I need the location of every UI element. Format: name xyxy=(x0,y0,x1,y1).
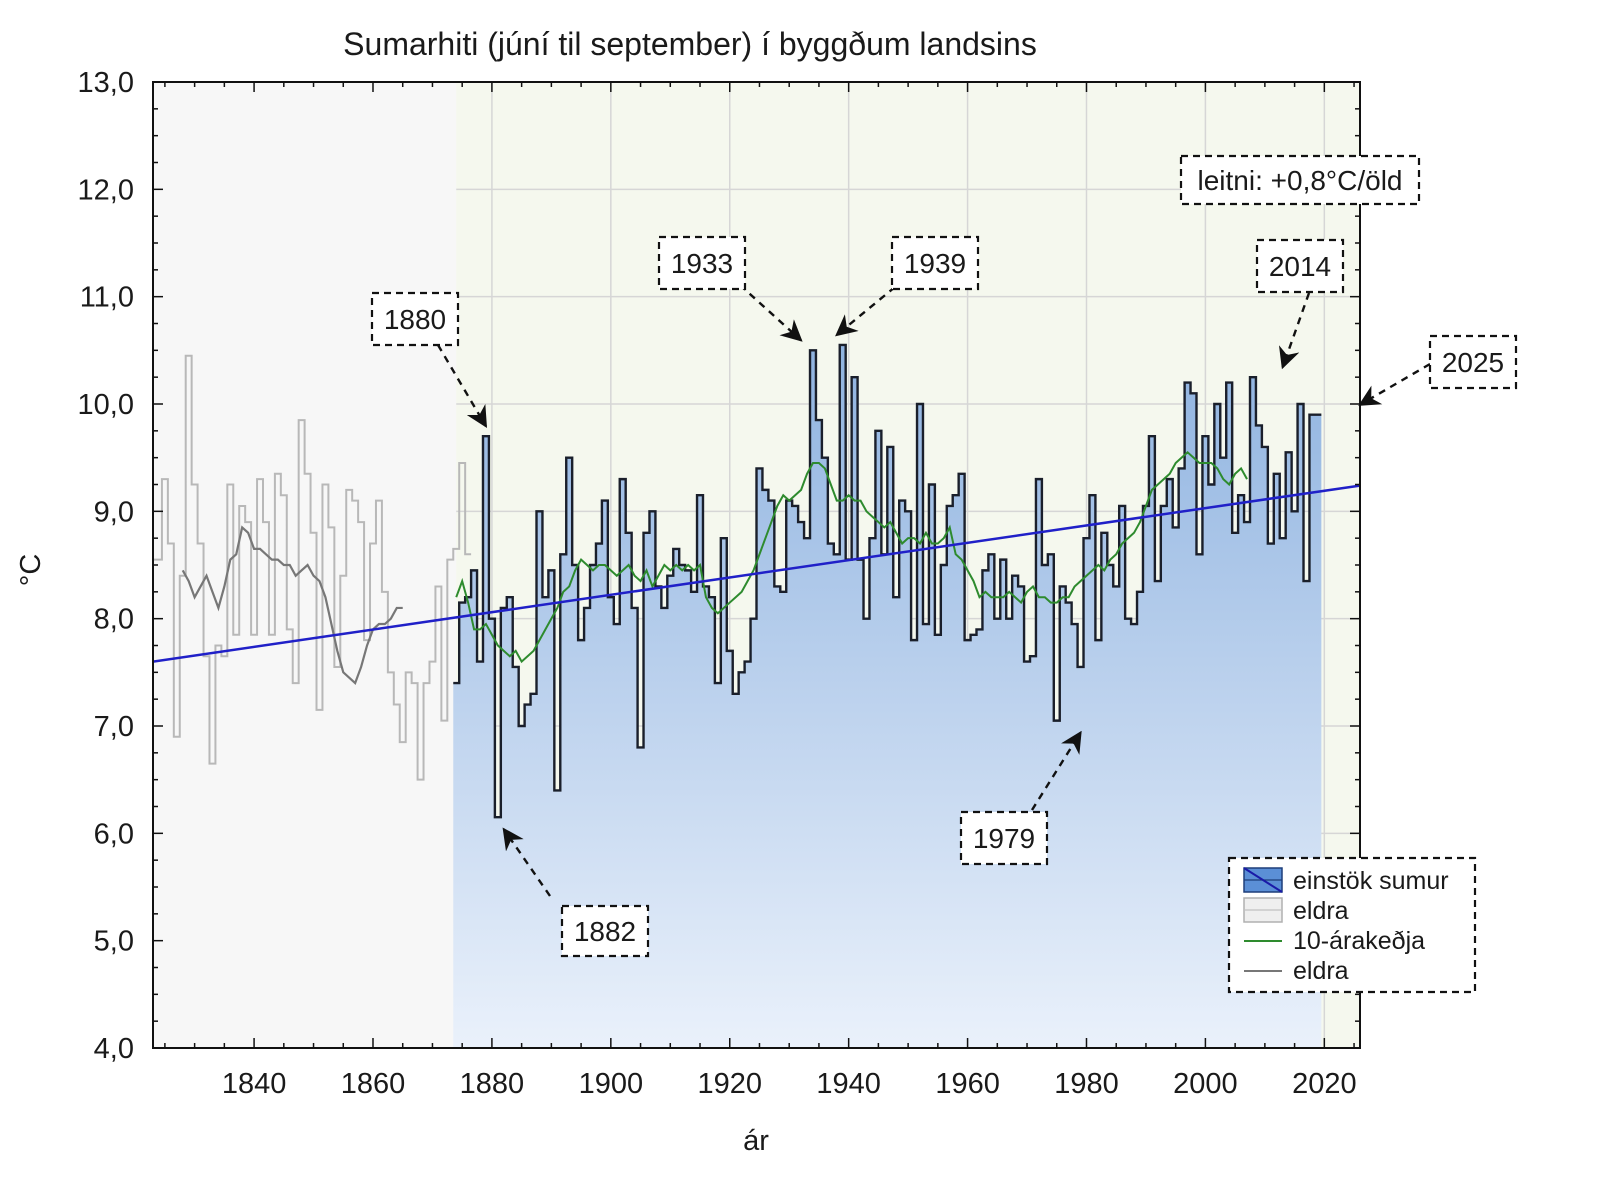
x-tick-label: 1840 xyxy=(222,1068,287,1100)
old-moving-average-line xyxy=(181,525,403,685)
annotation: leitni: +0,8°C/öld xyxy=(1179,154,1421,206)
annotation-label: 2014 xyxy=(1269,251,1331,282)
x-tick-label: 1940 xyxy=(816,1068,881,1100)
x-tick-label: 1920 xyxy=(697,1068,762,1100)
x-tick-labels: 1840 1860 1880 1900 1920 1940 1960 1980 2000 2020 xyxy=(222,1068,1357,1100)
annotation: 1882 xyxy=(502,827,650,958)
old-period-fill xyxy=(153,82,457,1048)
y-tick-label: 11,0 xyxy=(80,282,134,314)
x-tick-label: 1980 xyxy=(1054,1068,1119,1100)
annotation-box xyxy=(1428,334,1518,390)
old-step-line xyxy=(153,354,472,781)
y-tick-label: 4,0 xyxy=(94,1033,134,1065)
annotation-box xyxy=(1255,238,1345,294)
x-tick-label: 2020 xyxy=(1292,1068,1357,1100)
x-tick-label: 1860 xyxy=(341,1068,406,1100)
annotation: 2025 xyxy=(1358,334,1518,406)
x-tick-label: 2000 xyxy=(1173,1068,1238,1100)
y-tick-label: 5,0 xyxy=(94,926,134,958)
y-tick-labels: 4,0 5,0 6,0 7,0 8,0 9,0 10,0 11,0 12,0 13,0 xyxy=(78,67,134,1065)
annotation-label: 1939 xyxy=(904,248,966,279)
x-axis-title: ár xyxy=(743,1125,769,1157)
summer-fill xyxy=(453,344,1322,1048)
y-tick-label: 9,0 xyxy=(94,496,134,528)
annotation-label: 1933 xyxy=(671,248,733,279)
legend-label: eldra xyxy=(1293,957,1349,985)
annotation: 2014 xyxy=(1255,238,1345,370)
y-tick-label: 13,0 xyxy=(78,67,134,99)
legend-swatch-trend xyxy=(1243,867,1283,893)
annotation-box xyxy=(1179,154,1421,206)
y-axis-title: °C xyxy=(15,554,47,587)
annotation-box xyxy=(370,291,460,347)
trend-line xyxy=(153,484,1360,663)
annotation-box xyxy=(959,810,1049,866)
annotation: 1880 xyxy=(370,291,488,429)
annotations: 1880 1882 1933 1939 1979 2014 2025 leitni: +0,8… xyxy=(370,154,1518,958)
annotation-arrow xyxy=(1358,362,1431,406)
y-tick-label: 6,0 xyxy=(94,818,134,850)
y-tick-label: 8,0 xyxy=(94,604,134,636)
y-tick-label: 7,0 xyxy=(94,711,134,743)
annotation-box xyxy=(890,235,980,291)
y-tick-label: 12,0 xyxy=(78,174,134,206)
annotation-box xyxy=(560,904,650,958)
x-tick-label: 1960 xyxy=(935,1068,1000,1100)
annotation: 1979 xyxy=(959,730,1082,866)
moving-average-line xyxy=(455,450,1248,664)
annotation-label: 1979 xyxy=(973,823,1035,854)
old-steps xyxy=(153,354,472,781)
annotation-box xyxy=(657,235,747,291)
legend-label: 10-árakeðja xyxy=(1293,927,1425,955)
annotation-arrow xyxy=(1278,292,1311,370)
annotation-label: 1880 xyxy=(384,304,446,335)
y-tick-label: 10,0 xyxy=(78,389,134,421)
legend-label: einstök sumur xyxy=(1293,867,1449,895)
annotation-arrow xyxy=(1030,730,1082,811)
annotation-label: 1882 xyxy=(574,916,636,947)
annotation-arrow xyxy=(739,284,803,342)
moving-averages xyxy=(181,450,1248,685)
annotation-arrow xyxy=(502,827,551,897)
trend-layer xyxy=(153,484,1360,663)
chart-title: Sumarhiti (júní til september) í byggðum… xyxy=(343,26,1037,62)
annotation-label: 2025 xyxy=(1442,347,1504,378)
x-tick-label: 1900 xyxy=(579,1068,644,1100)
annotation: 1939 xyxy=(835,235,980,337)
annotation: 1933 xyxy=(657,235,803,342)
annotation-arrow xyxy=(436,344,488,429)
legend-label: eldra xyxy=(1293,897,1349,925)
annotation-label: leitni: +0,8°C/öld xyxy=(1198,165,1403,196)
x-tick-label: 1880 xyxy=(460,1068,525,1100)
